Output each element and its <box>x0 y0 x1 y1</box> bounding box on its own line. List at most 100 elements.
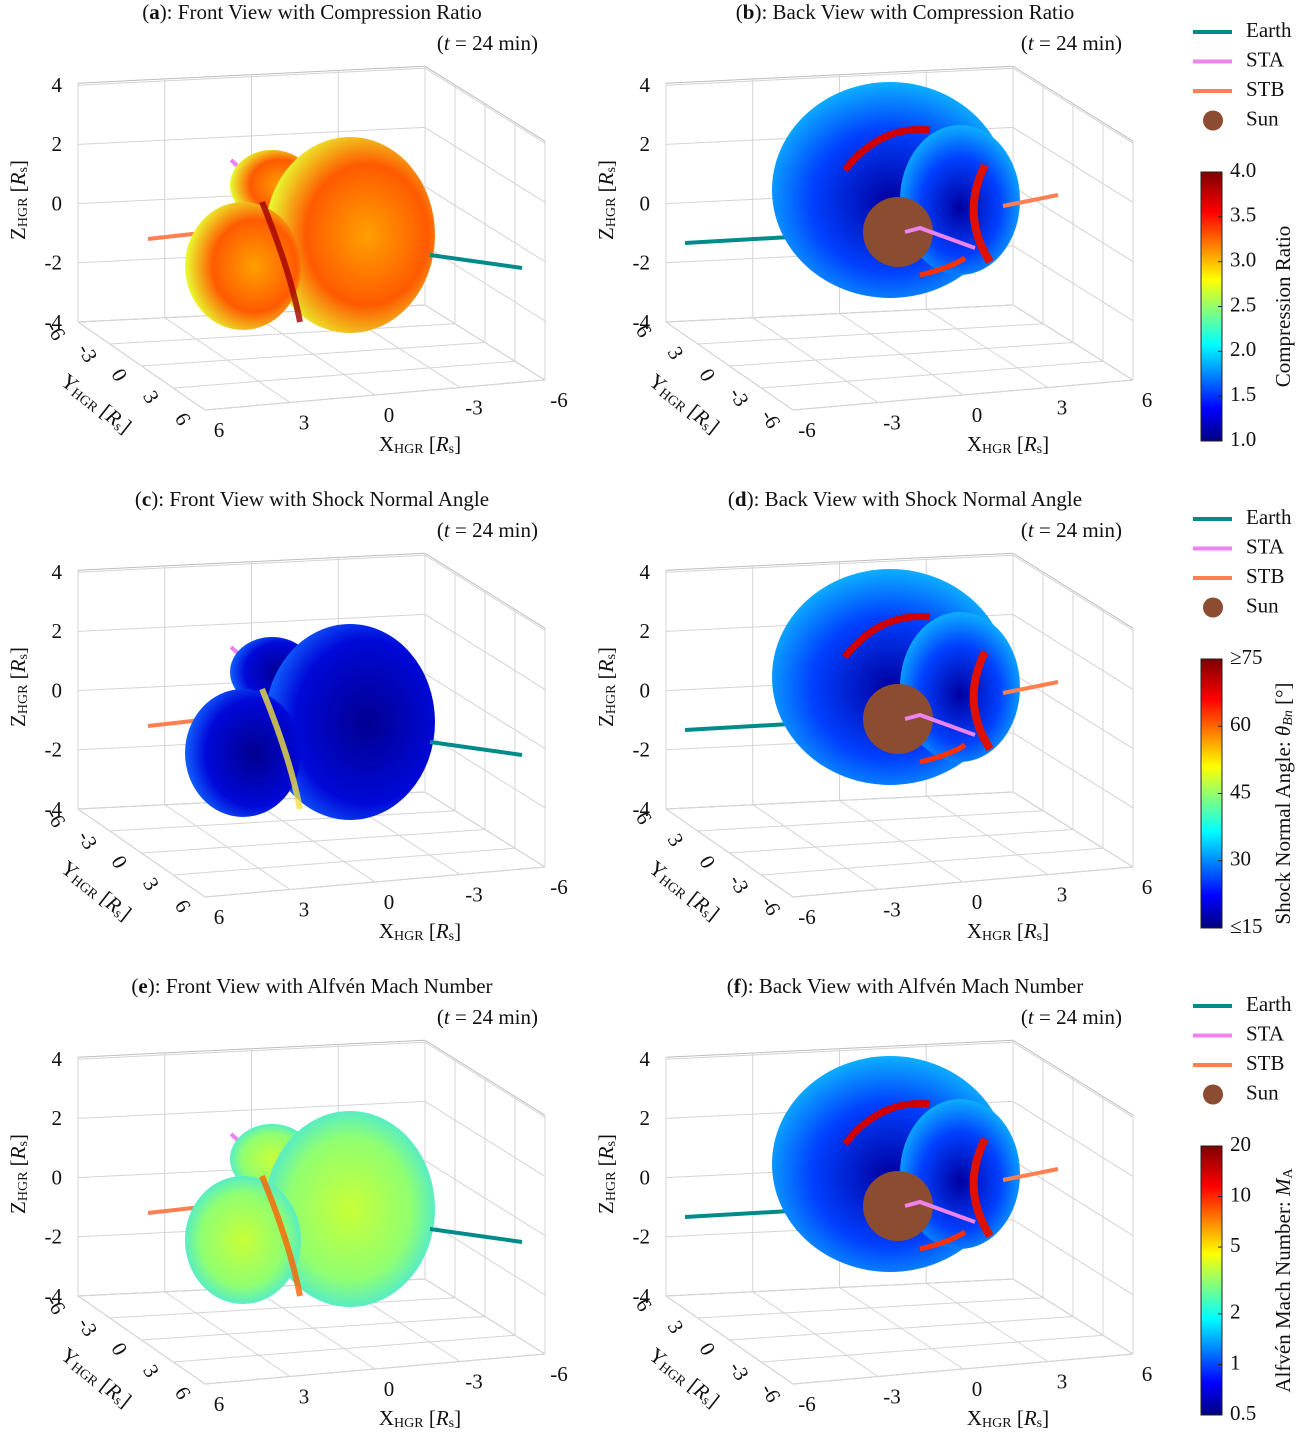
x-axis-label-part: X <box>379 919 394 943</box>
z-tick-label: 2 <box>52 132 63 156</box>
panel-time-part: ( <box>437 1005 444 1029</box>
x-tick-label: 3 <box>1057 882 1068 906</box>
grid-line <box>839 313 964 396</box>
shock-streak <box>919 1229 967 1252</box>
z-axis-label: ZHGR [Rs] <box>594 160 619 240</box>
z-tick-label: 4 <box>640 1047 651 1071</box>
panel-time-part: t <box>444 1005 451 1029</box>
x-axis-label-part: ] <box>1042 432 1049 456</box>
x-axis-label-part: X <box>967 432 982 456</box>
x-tick-label: 3 <box>299 897 310 921</box>
z-axis-label: ZHGR [Rs] <box>6 160 31 240</box>
colorbar-tick-label: 5 <box>1230 1233 1241 1257</box>
z-axis-label-part: R <box>594 659 618 673</box>
legend-label: Sun <box>1246 1080 1279 1104</box>
x-axis-label-part: s <box>449 442 454 457</box>
colorbar-label-part: [°] <box>1271 683 1295 711</box>
y-tick-label: 0 <box>106 851 132 872</box>
colorbar-label: Compression Ratio <box>1271 226 1295 388</box>
panel-time-part: = 24 min) <box>450 1005 538 1029</box>
y-axis-label: YHGR [Rs] <box>56 855 136 925</box>
panel-title-part: ( <box>728 487 735 511</box>
panel-time-part: t <box>444 31 451 55</box>
z-tick-label: -4 <box>633 1284 651 1308</box>
y-tick-label: -6 <box>756 1379 786 1406</box>
x-axis-label-part: ] <box>454 919 461 943</box>
z-axis-label-part: s <box>604 167 619 172</box>
z-tick-label: -2 <box>45 1225 63 1249</box>
panel-time-part: ( <box>1021 31 1028 55</box>
z-axis-label-part: Z <box>594 714 618 727</box>
panel-title-part: ( <box>727 974 734 998</box>
x-axis-label: XHGR [Rs] <box>967 1406 1049 1431</box>
panel-title-part: b <box>743 0 755 24</box>
z-tick-label: -4 <box>45 1284 63 1308</box>
panel-time-part: t <box>1028 31 1035 55</box>
x-axis-label-part: ] <box>1042 1406 1049 1430</box>
colorbar-tick-label: 2.5 <box>1230 292 1256 316</box>
z-tick-label: 0 <box>52 678 63 702</box>
panel-time-part: ( <box>437 31 444 55</box>
x-tick-label: 0 <box>972 1377 983 1401</box>
z-axis-label-part: R <box>594 172 618 186</box>
x-tick-label: -6 <box>798 1392 816 1416</box>
y-axis-label: YHGR [Rs] <box>644 1342 724 1412</box>
panel-time: (t = 24 min) <box>437 31 538 55</box>
grid-line <box>752 317 879 403</box>
x-axis-label-part: [ <box>424 1406 436 1430</box>
legend-label: STA <box>1246 534 1285 558</box>
colorbar-label-part: Alfvén Mach Number: <box>1271 1196 1295 1393</box>
z-axis-label-part: HGR <box>16 1171 31 1201</box>
panel-title: (a): Front View with Compression Ratio <box>142 0 482 24</box>
grid-line <box>424 1278 546 1355</box>
z-tick-label: 0 <box>640 678 651 702</box>
x-tick-label: 0 <box>972 403 983 427</box>
colorbar <box>1200 1145 1223 1416</box>
grid-line <box>665 321 794 411</box>
y-tick-label: -3 <box>724 870 754 897</box>
grid-line <box>1012 304 1134 381</box>
x-tick-label: 3 <box>1057 1369 1068 1393</box>
shock-streak <box>842 1100 931 1147</box>
z-axis-label-part: ] <box>594 647 618 654</box>
z-axis-label-part: [ <box>594 1159 618 1171</box>
grid-line <box>925 795 1049 875</box>
y-tick-label: 0 <box>106 1338 132 1359</box>
x-axis-label-part: s <box>1037 929 1042 944</box>
y-tick-label: 3 <box>138 386 164 407</box>
z-axis-label-part: HGR <box>604 1171 619 1201</box>
legend-label: STA <box>1246 1021 1285 1045</box>
z-axis-label-part: R <box>6 172 30 186</box>
x-axis-label-part: X <box>967 919 982 943</box>
panel-title-part: ): Back View with Compression Ratio <box>754 0 1074 24</box>
panel-time: (t = 24 min) <box>437 518 538 542</box>
z-tick-label: 4 <box>640 560 651 584</box>
z-axis-label-part: s <box>604 1141 619 1146</box>
panel-time-part: t <box>1028 1005 1035 1029</box>
grid-line <box>424 304 546 381</box>
z-axis-label-part: ] <box>6 160 30 167</box>
legend-label: Earth <box>1246 18 1292 42</box>
shock-streak <box>969 650 994 752</box>
grid-line <box>839 800 964 883</box>
y-axis-label: YHGR [Rs] <box>644 368 724 438</box>
x-axis-label-part: HGR <box>982 1416 1012 1431</box>
y-tick-label: 0 <box>106 364 132 385</box>
shock-lobe <box>265 624 435 820</box>
x-axis-label-part: X <box>379 1406 394 1430</box>
x-tick-label: 6 <box>214 1392 225 1416</box>
z-axis-label-part: [ <box>6 1159 30 1171</box>
y-tick-label: 3 <box>138 873 164 894</box>
panel-title: (f): Back View with Alfvén Mach Number <box>727 974 1083 998</box>
x-axis-label: XHGR [Rs] <box>967 432 1049 457</box>
colorbar-tick-label: 30 <box>1230 847 1251 871</box>
x-axis-label-part: X <box>967 1406 982 1430</box>
sta-line <box>904 712 976 737</box>
z-axis-label-part: s <box>16 1141 31 1146</box>
x-tick-label: 0 <box>972 890 983 914</box>
y-tick-label: 6 <box>170 1382 196 1403</box>
x-tick-label: -3 <box>465 882 483 906</box>
z-axis-label-part: [ <box>6 185 30 197</box>
x-axis-label-part: X <box>379 432 394 456</box>
z-axis-label-part: HGR <box>16 684 31 714</box>
